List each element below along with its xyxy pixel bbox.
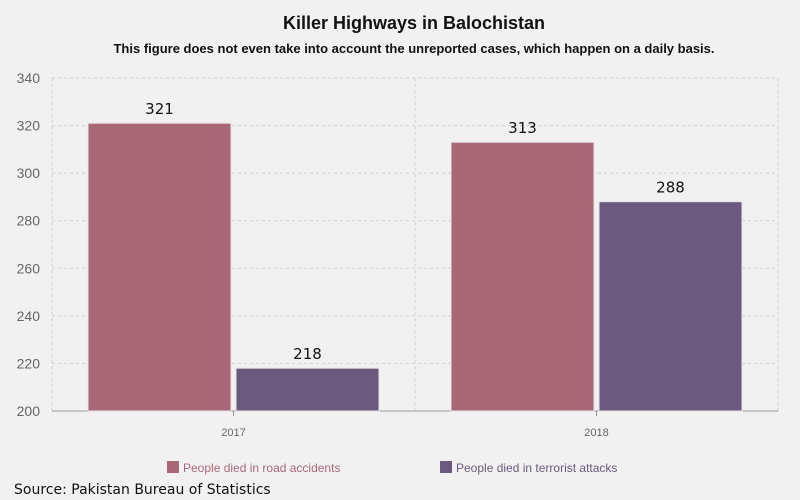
bar[interactable] [235, 367, 380, 412]
y-tick-label: 280 [17, 213, 41, 229]
x-tick-label: 2017 [221, 427, 245, 439]
bar[interactable] [598, 201, 743, 412]
legend-swatch[interactable] [167, 461, 179, 473]
data-label: 313 [508, 119, 537, 137]
chart-subtitle: This figure does not even take into acco… [113, 41, 714, 56]
y-tick-label: 200 [17, 403, 41, 419]
data-label: 321 [145, 100, 174, 118]
y-tick-label: 300 [17, 165, 41, 181]
chart-title: Killer Highways in Balochistan [283, 13, 545, 33]
data-label: 218 [293, 345, 322, 363]
bar[interactable] [87, 122, 232, 412]
y-tick-label: 320 [17, 118, 41, 134]
legend[interactable]: People died in road accidents People died… [167, 461, 617, 475]
y-tick-label: 340 [17, 70, 41, 86]
legend-label[interactable]: People died in road accidents [183, 461, 340, 475]
data-label: 288 [656, 179, 685, 197]
legend-label[interactable]: People died in terrorist attacks [456, 461, 617, 475]
x-tick-label: 2018 [584, 427, 608, 439]
source-note: Source: Pakistan Bureau of Statistics [14, 482, 271, 498]
y-tick-label: 220 [17, 355, 41, 371]
legend-swatch[interactable] [440, 461, 452, 473]
bar[interactable] [450, 141, 595, 412]
y-tick-label: 240 [17, 308, 41, 324]
y-tick-label: 260 [17, 260, 41, 276]
bars [87, 122, 743, 412]
data-labels: 321 218 313 288 [145, 100, 685, 363]
